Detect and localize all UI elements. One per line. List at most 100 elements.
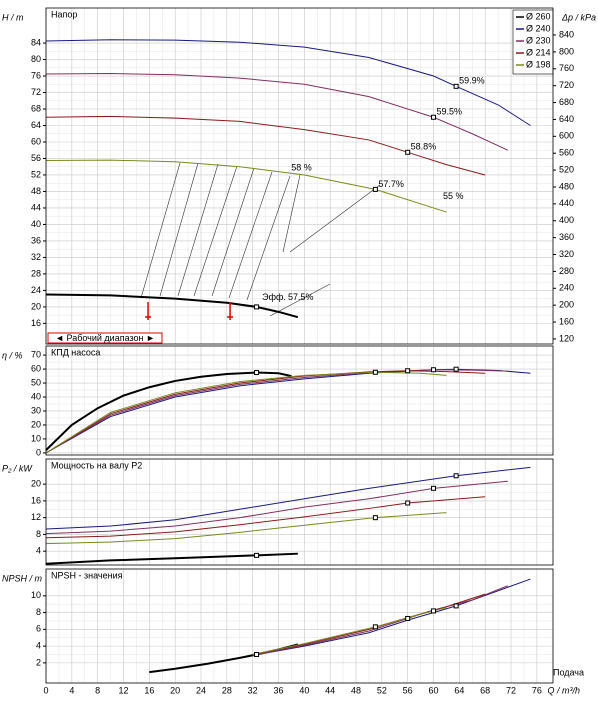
curve	[45, 293, 299, 319]
iso-line	[140, 162, 181, 299]
x-tick-label: 20	[170, 685, 180, 695]
y2-tick-label: 640	[559, 114, 574, 124]
iso-line	[269, 283, 331, 317]
curve	[45, 73, 509, 151]
x-tick-label: 68	[480, 685, 490, 695]
curve	[45, 369, 508, 454]
y-axis-label: η / %	[2, 350, 23, 360]
legend-label: Ø 214	[526, 47, 551, 57]
annotation: 58 %	[291, 162, 312, 172]
y-tick-label: 6	[36, 624, 41, 634]
point-marker	[431, 114, 437, 120]
annotation: 58.8%	[411, 142, 437, 152]
legend-label: Ø 230	[526, 35, 551, 45]
curve	[45, 371, 292, 451]
point-marker	[405, 500, 411, 506]
x-tick-label: 44	[325, 685, 335, 695]
annotation: Эфф.	[262, 292, 286, 302]
y2-tick-label: 520	[559, 164, 574, 174]
x-tick-label: 16	[144, 685, 154, 695]
x-tick-label: 36	[274, 685, 284, 695]
y-tick-label: 68	[31, 103, 41, 113]
curve	[45, 39, 531, 126]
curve	[45, 371, 447, 454]
y2-tick-label: 160	[559, 316, 574, 326]
range-marker	[227, 302, 234, 320]
plot-area	[46, 459, 553, 565]
y-tick-label: 4	[36, 546, 41, 556]
x-tick-label: 48	[351, 685, 361, 695]
y-tick-label: 12	[31, 512, 41, 522]
range-box	[47, 332, 163, 344]
x-tick-label: 12	[118, 685, 128, 695]
annotation: 57.7%	[378, 179, 404, 189]
y2-tick-label: 840	[559, 29, 574, 39]
point-marker	[372, 624, 378, 630]
y-tick-label: 56	[31, 153, 41, 163]
x-axis-label-2: Подача	[553, 667, 584, 677]
y-tick-label: 40	[31, 219, 41, 229]
x-tick-label: 56	[403, 685, 413, 695]
y-tick-label: 76	[31, 70, 41, 80]
iso-line	[282, 174, 301, 253]
y2-tick-label: 120	[559, 333, 574, 343]
y2-axis-label: Δp / kPa	[561, 12, 596, 22]
iso-line	[228, 171, 273, 299]
y-tick-label: 8	[36, 607, 41, 617]
x-axis-label: Q / m³/h	[547, 685, 580, 695]
y-tick-label: 70	[31, 349, 41, 359]
legend-label: Ø 240	[526, 23, 551, 33]
plot-frame	[45, 7, 554, 345]
point-marker	[453, 83, 459, 89]
y2-tick-label: 760	[559, 63, 574, 73]
y-tick-label: 44	[31, 202, 41, 212]
y2-tick-label: 720	[559, 80, 574, 90]
iso-line	[211, 167, 255, 297]
point-marker	[372, 369, 378, 375]
y-tick-label: 24	[31, 285, 41, 295]
iso-line	[289, 184, 381, 253]
y-tick-label: 20	[31, 479, 41, 489]
y-tick-label: 60	[31, 363, 41, 373]
curve	[252, 578, 531, 656]
y-tick-label: 20	[31, 419, 41, 429]
x-tick-label: 72	[506, 685, 516, 695]
y-tick-label: 84	[31, 37, 41, 47]
plot-area	[46, 569, 553, 683]
point-marker	[431, 367, 437, 373]
annotation: 57.5%	[288, 292, 314, 302]
y2-tick-label: 680	[559, 97, 574, 107]
panel-title: Напор	[51, 9, 77, 19]
x-tick-label: 52	[377, 685, 387, 695]
panel-title: КПД насоса	[51, 347, 100, 357]
curve	[45, 159, 447, 213]
x-tick-label: 24	[196, 685, 206, 695]
point-marker	[254, 370, 260, 376]
y2-tick-label: 600	[559, 131, 574, 141]
y-tick-label: 72	[31, 87, 41, 97]
point-marker	[431, 608, 437, 614]
y-tick-label: 52	[31, 169, 41, 179]
point-marker	[405, 368, 411, 374]
point-marker	[254, 652, 260, 657]
y2-tick-label: 320	[559, 249, 574, 259]
x-tick-label: 0	[43, 685, 48, 695]
y-tick-label: 4	[36, 640, 41, 650]
y-tick-label: 10	[31, 433, 41, 443]
y-tick-label: 28	[31, 268, 41, 278]
y-tick-label: 32	[31, 252, 41, 262]
curve	[45, 466, 531, 530]
curve	[45, 480, 508, 535]
y-tick-label: 40	[31, 391, 41, 401]
point-marker	[453, 603, 459, 609]
iso-line	[193, 165, 238, 297]
y-tick-label: 10	[31, 590, 41, 600]
y2-tick-label: 200	[559, 300, 574, 310]
x-tick-label: 64	[454, 685, 464, 695]
y-axis-label: P₂ / kW	[2, 463, 33, 473]
point-marker	[254, 552, 260, 558]
point-marker	[431, 485, 437, 491]
plot-frame	[45, 568, 554, 684]
y2-tick-label: 400	[559, 215, 574, 225]
